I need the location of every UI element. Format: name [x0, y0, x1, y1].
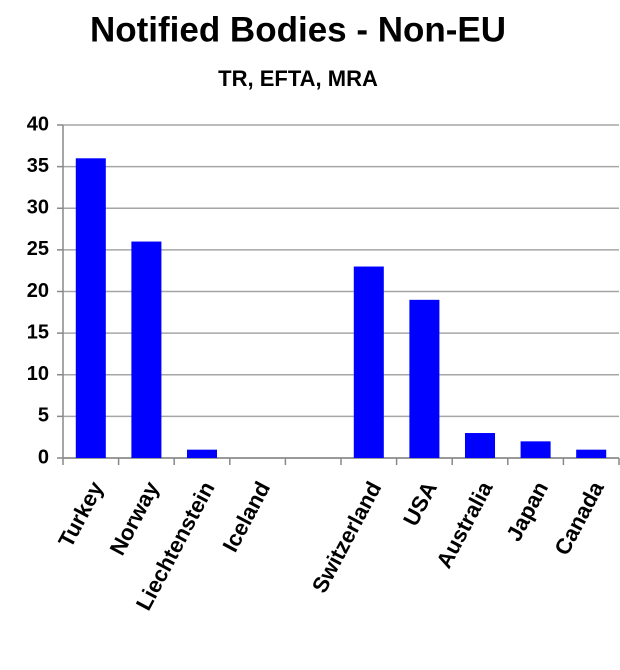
chart-title: Notified Bodies - Non-EU — [90, 10, 506, 49]
y-tick-label: 20 — [27, 280, 49, 302]
bar — [520, 441, 551, 458]
y-tick-label: 30 — [27, 197, 49, 219]
bar — [353, 266, 384, 458]
bar — [576, 449, 607, 458]
x-tick-label: Iceland — [217, 477, 275, 556]
x-tick-label: Turkey — [53, 477, 109, 552]
chart-subtitle: TR, EFTA, MRA — [218, 66, 378, 91]
y-tick-label: 5 — [38, 405, 49, 427]
x-tick-label: Canada — [549, 477, 609, 560]
bar — [186, 449, 218, 458]
y-tick-label: 0 — [38, 446, 49, 468]
x-tick-label: Norway — [105, 477, 165, 560]
y-tick-label: 40 — [27, 113, 49, 135]
y-tick-label: 25 — [27, 238, 49, 260]
y-tick-label: 35 — [27, 155, 49, 177]
bar — [131, 241, 162, 458]
x-tick-label: Japan — [501, 477, 553, 545]
x-tick-label: USA — [398, 477, 442, 530]
x-tick-label: Australia — [431, 477, 498, 573]
bar — [75, 158, 106, 459]
y-tick-label: 15 — [27, 321, 49, 343]
bar — [409, 299, 440, 458]
bar — [464, 433, 496, 458]
y-tick-label: 10 — [27, 363, 49, 385]
x-tick-label: Switzerland — [307, 477, 386, 597]
